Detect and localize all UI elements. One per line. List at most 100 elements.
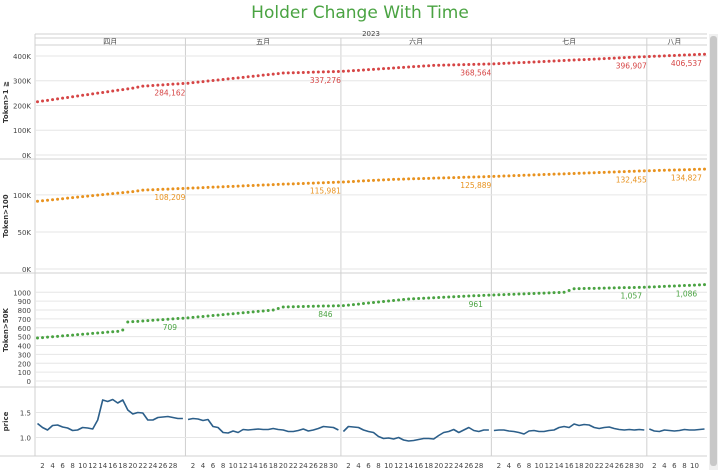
- data-point: [627, 169, 631, 173]
- data-point: [366, 179, 370, 183]
- x-tick-label: 8: [70, 462, 74, 470]
- data-point: [111, 89, 115, 93]
- data-point: [492, 62, 496, 66]
- data-point: [537, 173, 541, 177]
- data-point: [341, 69, 345, 73]
- data-point: [196, 80, 200, 84]
- data-point: [462, 294, 466, 298]
- data-point: [116, 191, 120, 195]
- data-point: [36, 199, 40, 203]
- data-point: [331, 180, 335, 184]
- data-point: [532, 291, 536, 295]
- data-point: [301, 304, 305, 308]
- x-tick-label: 2: [40, 462, 44, 470]
- data-point: [131, 86, 135, 90]
- data-point: [86, 194, 90, 198]
- data-point: [266, 183, 270, 187]
- data-point: [547, 59, 551, 63]
- data-point: [131, 190, 135, 194]
- data-point: [361, 179, 365, 183]
- data-point: [351, 303, 355, 307]
- data-point: [176, 317, 180, 321]
- x-tick-label: 8: [682, 462, 686, 470]
- data-point: [276, 306, 280, 310]
- data-point: [697, 167, 701, 171]
- data-point: [216, 185, 220, 189]
- data-point: [477, 294, 481, 298]
- data-point: [141, 188, 145, 192]
- data-point: [121, 88, 125, 92]
- data-point: [266, 73, 270, 77]
- data-point: [652, 169, 656, 173]
- data-point: [281, 182, 285, 186]
- data-point: [652, 54, 656, 58]
- data-point: [637, 285, 641, 289]
- data-point: [216, 313, 220, 317]
- data-point: [517, 292, 521, 296]
- data-point: [547, 291, 551, 295]
- data-point: [377, 178, 381, 182]
- data-point: [527, 60, 531, 64]
- data-point: [577, 287, 581, 291]
- x-tick-label: 28: [474, 462, 483, 470]
- y-tick-label: 300: [18, 351, 31, 359]
- data-point: [497, 62, 501, 66]
- x-tick-label: 6: [517, 462, 522, 470]
- data-point: [562, 290, 566, 294]
- data-point: [366, 68, 370, 72]
- data-point: [442, 176, 446, 180]
- y-tick-label: 100: [18, 369, 31, 377]
- data-point: [437, 295, 441, 299]
- data-point: [702, 167, 706, 171]
- panel-axis-label: price: [2, 411, 10, 431]
- y-tick-label: 900: [18, 298, 31, 306]
- data-point: [597, 57, 601, 61]
- data-point: [211, 79, 215, 83]
- data-point: [542, 291, 546, 295]
- data-point: [141, 319, 145, 323]
- x-tick-label: 14: [98, 462, 107, 470]
- data-point: [392, 66, 396, 70]
- data-point: [557, 172, 561, 176]
- y-tick-label: 400K: [13, 53, 31, 61]
- data-point: [562, 59, 566, 63]
- data-point: [602, 170, 606, 174]
- data-point: [306, 181, 310, 185]
- scrollbar-thumb[interactable]: [710, 36, 717, 466]
- x-tick-label: 26: [158, 462, 167, 470]
- x-tick-label: 14: [404, 462, 413, 470]
- data-point: [41, 99, 45, 103]
- data-point: [572, 287, 576, 291]
- data-point: [477, 175, 481, 179]
- data-point: [286, 182, 290, 186]
- data-point: [677, 284, 681, 288]
- x-tick-label: 4: [356, 462, 361, 470]
- y-tick-label: 100K: [13, 192, 31, 200]
- data-point: [652, 285, 656, 289]
- data-point: [66, 196, 70, 200]
- data-point: [231, 312, 235, 316]
- data-point: [542, 173, 546, 177]
- data-point: [36, 336, 40, 340]
- vertical-scrollbar[interactable]: [709, 34, 718, 470]
- data-point: [372, 67, 376, 71]
- data-point: [702, 283, 706, 287]
- data-point: [326, 304, 330, 308]
- x-tick-label: 10: [229, 462, 238, 470]
- data-point: [612, 170, 616, 174]
- panel-0: 0K 100K 200K 300K 400K Token>1 ≧ 284,162 337,27…: [0, 52, 707, 160]
- data-point: [126, 320, 130, 324]
- data-point: [672, 284, 676, 288]
- data-point: [672, 53, 676, 57]
- data-point: [141, 84, 145, 88]
- y-tick-label: 600: [18, 325, 31, 333]
- data-label: 115,981: [310, 187, 341, 196]
- data-point: [692, 53, 696, 57]
- data-point: [427, 64, 431, 68]
- data-point: [111, 192, 115, 196]
- data-point: [667, 54, 671, 58]
- data-point: [457, 295, 461, 299]
- data-label: 132,455: [616, 175, 647, 184]
- y-tick-label: 0K: [22, 152, 31, 160]
